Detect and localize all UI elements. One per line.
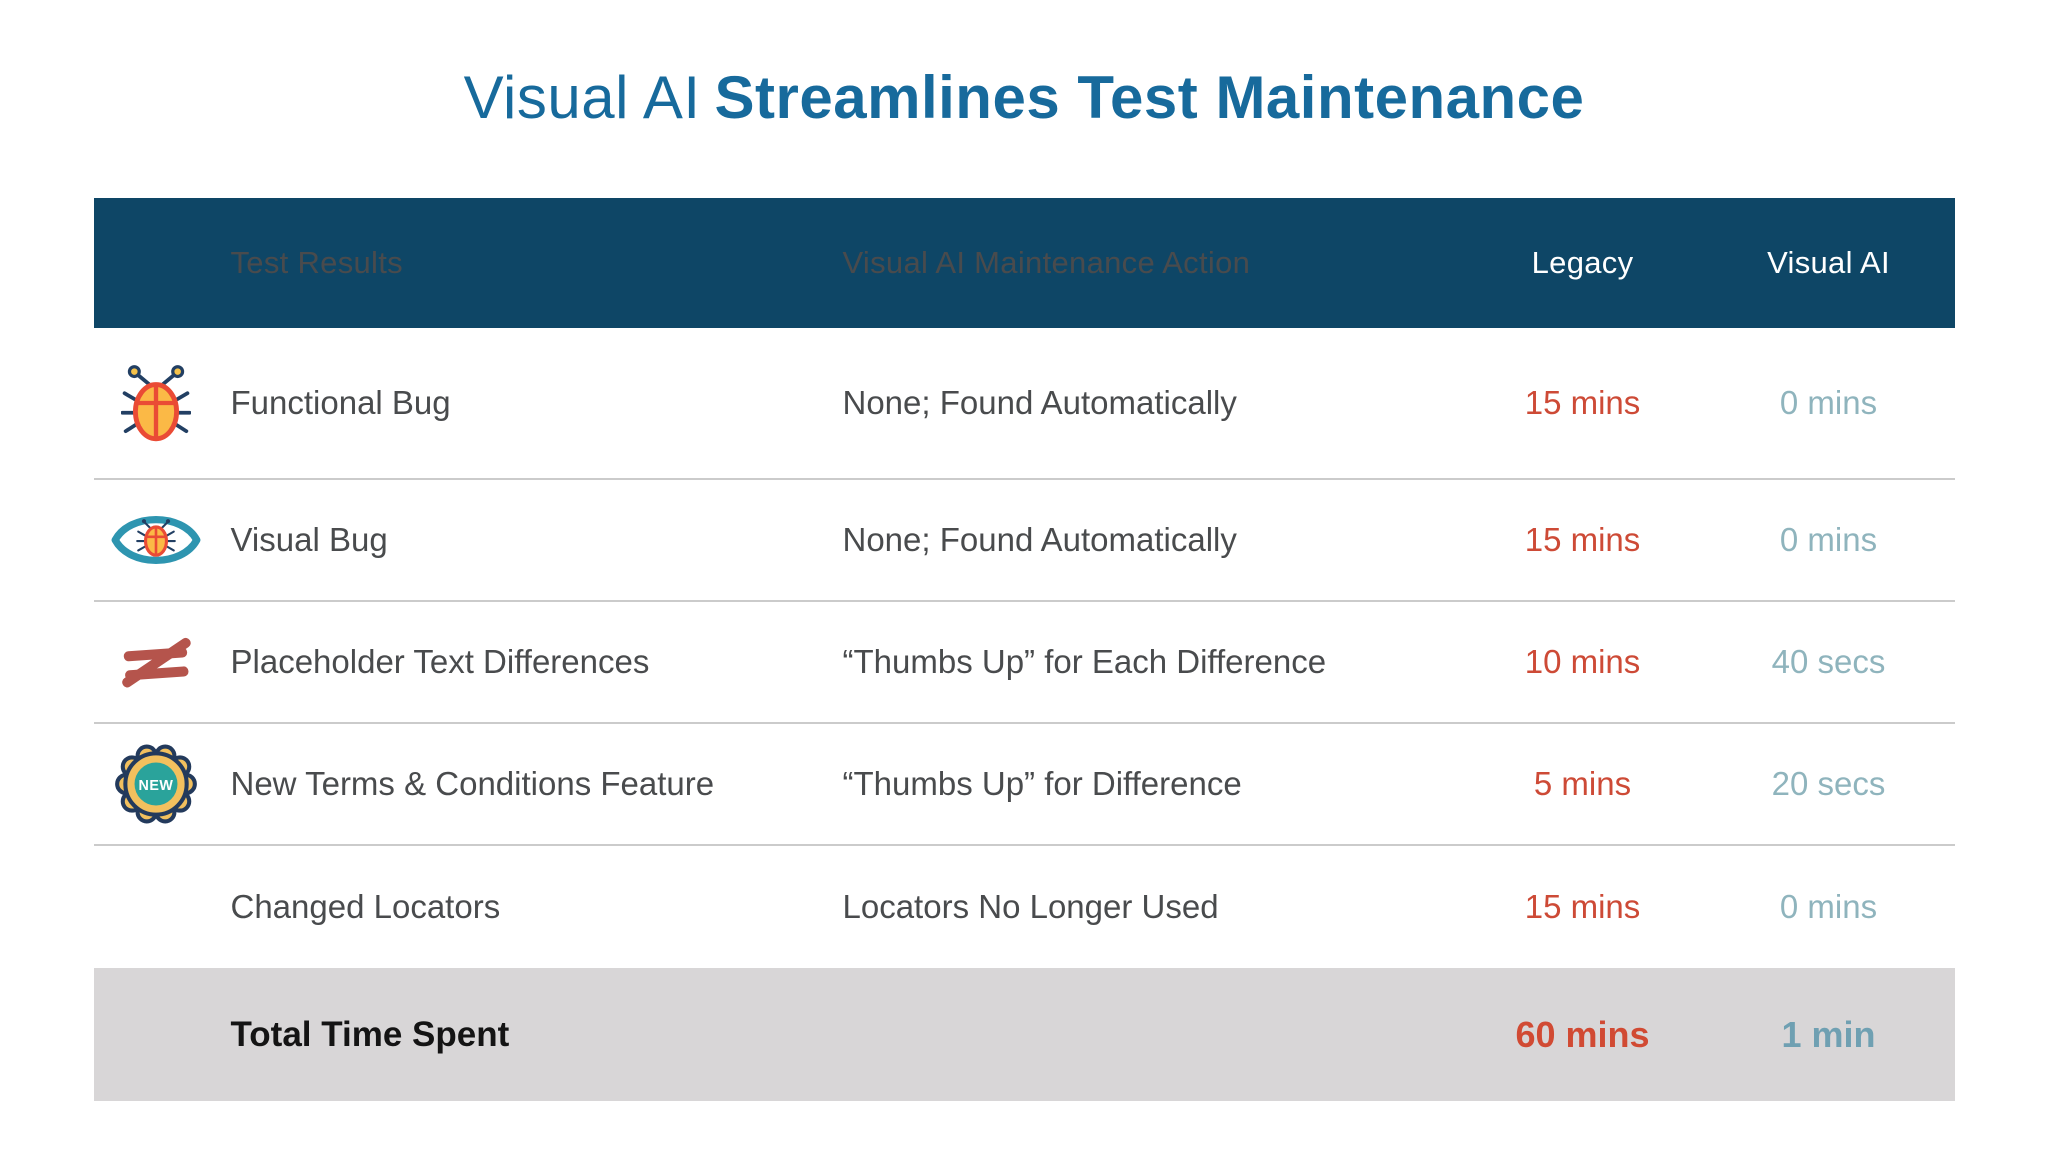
- legacy-time-value: 10 mins: [1524, 643, 1641, 680]
- visual-ai-time-value: 40 secs: [1771, 643, 1886, 680]
- table-row: NEW New Terms & Conditions Feature “Thum…: [93, 724, 1955, 846]
- maintenance-action-text: None; Found Automatically: [842, 384, 1237, 421]
- column-header-legacy: Legacy: [1531, 245, 1634, 280]
- maintenance-action-text: “Thumbs Up” for Difference: [842, 765, 1242, 802]
- column-header-visual-ai: Visual AI: [1767, 245, 1890, 280]
- table-row: Placeholder Text Differences “Thumbs Up”…: [93, 602, 1955, 724]
- test-result-label: Changed Locators: [230, 888, 501, 925]
- not-equal-icon: [94, 629, 218, 695]
- legacy-time-value: 15 mins: [1524, 521, 1641, 558]
- legacy-time-value: 5 mins: [1533, 765, 1632, 802]
- page-title: Visual AI Streamlines Test Maintenance: [0, 62, 2048, 134]
- maintenance-action-text: None; Found Automatically: [842, 521, 1237, 558]
- column-header-test-results: Test Results: [230, 245, 403, 280]
- table-row: Visual Bug None; Found Automatically 15 …: [93, 480, 1955, 602]
- visual-bug-icon-svg: [111, 516, 200, 564]
- svg-text:NEW: NEW: [138, 778, 173, 794]
- bug-icon-svg: [120, 365, 191, 442]
- bug-icon: [94, 364, 218, 442]
- total-row: Total Time Spent 60 mins 1 min: [93, 968, 1955, 1101]
- legacy-time-value: 15 mins: [1524, 888, 1641, 925]
- maintenance-action-text: “Thumbs Up” for Each Difference: [842, 643, 1327, 680]
- visual-ai-time-value: 0 mins: [1779, 888, 1878, 925]
- visual-bug-icon: [94, 505, 218, 575]
- visual-ai-time-value: 20 secs: [1771, 765, 1886, 802]
- table-row: Changed Locators Locators No Longer Used…: [93, 846, 1955, 968]
- not-equal-icon-svg: [121, 637, 191, 688]
- visual-ai-time-value: 0 mins: [1779, 521, 1878, 558]
- new-badge-icon-svg: NEW: [114, 744, 197, 824]
- title-light-part: Visual AI: [463, 64, 701, 131]
- legacy-time-value: 15 mins: [1524, 384, 1641, 421]
- test-result-label: New Terms & Conditions Feature: [230, 765, 715, 802]
- column-header-maintenance-action: Visual AI Maintenance Action: [842, 245, 1251, 280]
- maintenance-action-text: Locators No Longer Used: [842, 888, 1219, 925]
- test-result-label: Placeholder Text Differences: [230, 643, 650, 680]
- table-header-row: Test Results Visual AI Maintenance Actio…: [93, 198, 1955, 328]
- total-label: Total Time Spent: [230, 1014, 510, 1054]
- total-legacy-value: 60 mins: [1515, 1013, 1650, 1055]
- table-row: Functional Bug None; Found Automatically…: [93, 328, 1955, 480]
- test-result-label: Visual Bug: [230, 521, 388, 558]
- test-result-label: Functional Bug: [230, 384, 451, 421]
- new-badge-icon: NEW: [94, 738, 218, 830]
- visual-ai-time-value: 0 mins: [1779, 384, 1878, 421]
- comparison-table: Test Results Visual AI Maintenance Actio…: [93, 198, 1955, 1101]
- total-visual-ai-value: 1 min: [1781, 1013, 1876, 1055]
- title-bold-part: Streamlines Test Maintenance: [714, 64, 1585, 131]
